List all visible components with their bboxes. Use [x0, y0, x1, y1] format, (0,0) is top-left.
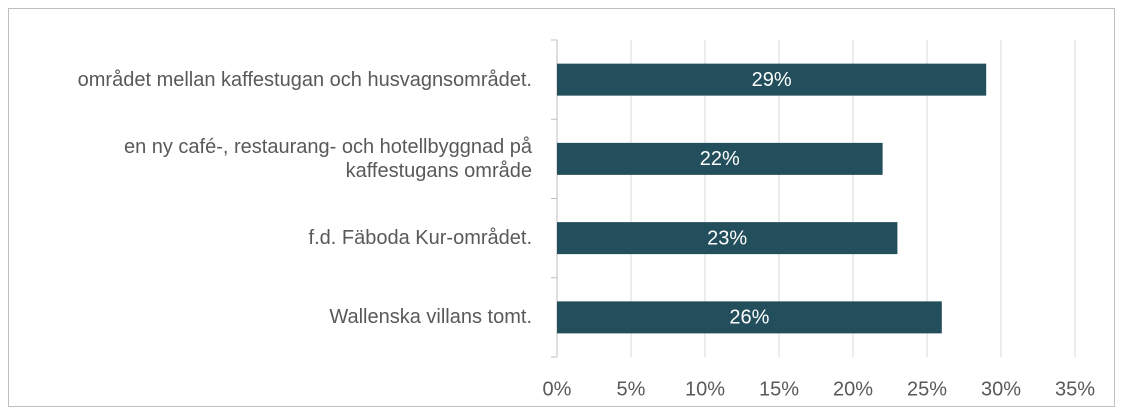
category-label: f.d. Fäboda Kur-området. — [308, 227, 532, 250]
category-label: området mellan kaffestugan och husvagnso… — [77, 68, 532, 91]
bar — [557, 301, 942, 334]
x-tick-label: 15% — [759, 378, 799, 400]
x-tick-label: 5% — [617, 378, 646, 400]
x-tick-label: 0% — [543, 378, 572, 400]
x-tick-label: 10% — [685, 378, 725, 400]
bar — [557, 222, 898, 255]
x-tick-label: 25% — [907, 378, 947, 400]
category-label: en ny café-, restaurang- och hotellbyggn… — [123, 135, 532, 182]
data-label: 23% — [707, 227, 747, 249]
data-label: 26% — [729, 307, 769, 329]
data-label: 29% — [752, 69, 792, 91]
x-tick-label: 30% — [981, 378, 1021, 400]
chart-border — [8, 8, 1115, 407]
data-label: 22% — [700, 148, 740, 170]
category-label: Wallenska villans tomt. — [329, 306, 532, 329]
bar — [557, 63, 987, 96]
bar — [557, 142, 883, 175]
x-tick-label: 20% — [833, 378, 873, 400]
x-tick-label: 35% — [1055, 378, 1095, 400]
